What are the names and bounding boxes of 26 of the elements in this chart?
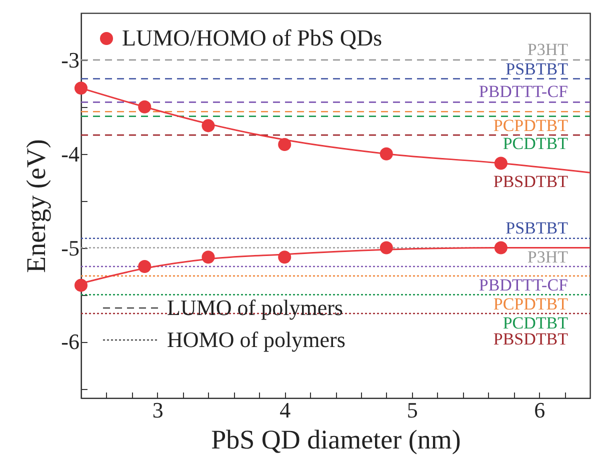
y-tick-label: -6 [61,329,80,354]
ref-line-label: PBSDTBT [493,172,569,192]
ref-line-label: PCPDTBT [493,294,569,314]
point [74,82,88,95]
ref-line-label: PSBTBT [506,60,569,79]
ref-line-label: PSBTBT [506,218,569,238]
x-tick-label: 6 [534,398,546,422]
annotation: LUMO of polymers [167,295,343,320]
ref-line-label: PCDTBT [502,134,569,154]
ref-line-label: PBDTTT-CF [478,275,568,294]
x-tick-label: 5 [406,398,418,422]
x-tick-label: 3 [152,398,164,422]
legend-label: LUMO/HOMO of PbS QDs [122,26,382,50]
ref-line-label: P3HT [527,40,569,59]
x-tick-label: 4 [280,398,291,422]
y-tick-label: -4 [61,141,80,166]
ref-line-label: P3HT [527,247,569,266]
annotation: HOMO of polymers [167,327,346,352]
point [278,138,292,151]
y-tick-label: -5 [61,235,80,260]
ref-line-label: PBDTTT-CF [478,82,568,102]
x-axis-title: PbS QD diameter (nm) [211,424,461,454]
point [74,278,88,292]
y-tick-label: -3 [61,47,80,72]
y-axis-title: Energy (eV) [21,139,52,273]
ref-line-label: PCPDTBT [493,116,569,136]
